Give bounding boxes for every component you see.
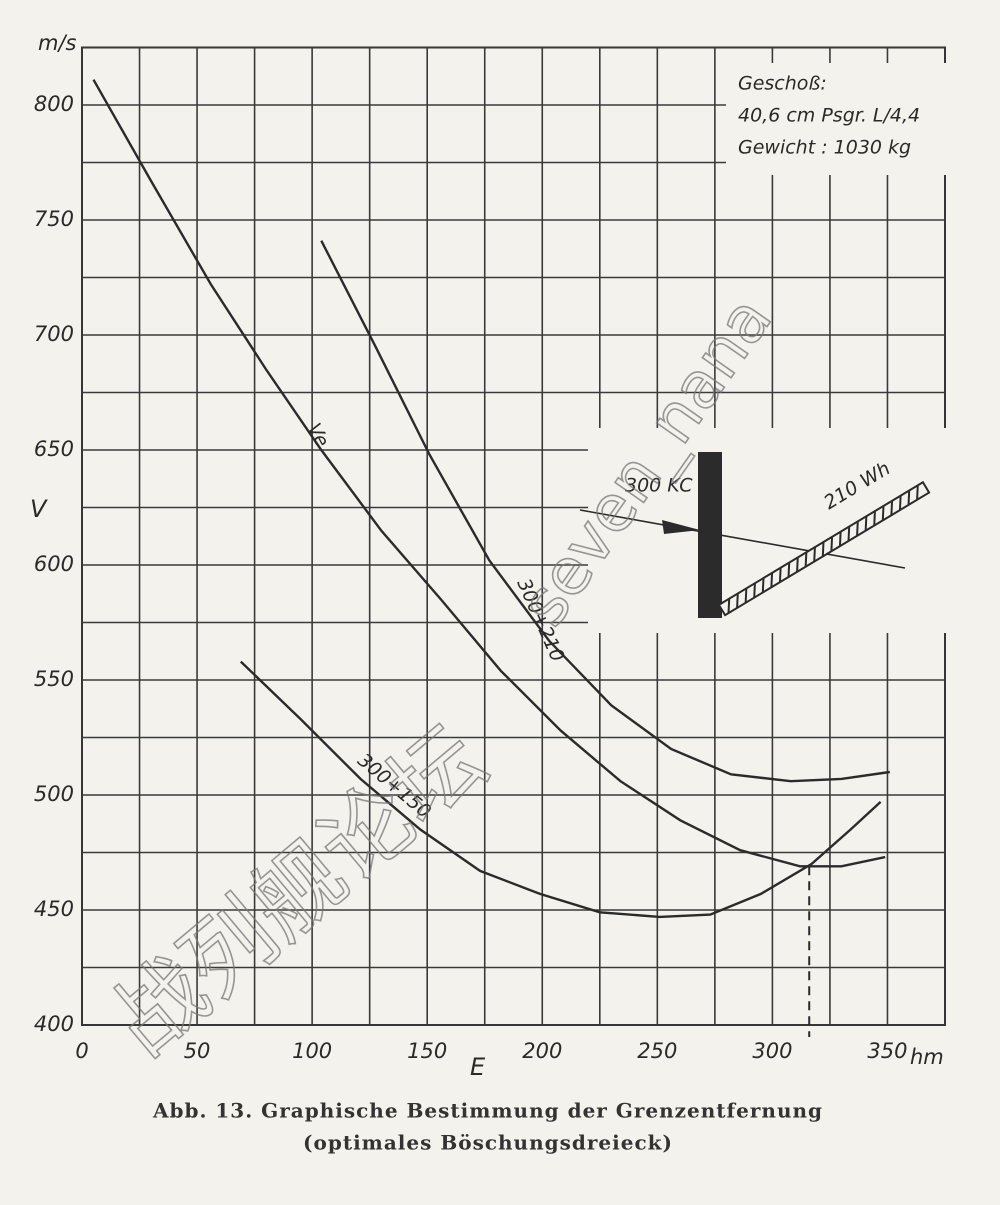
vertical-plate (698, 452, 722, 618)
watermark: 战列舰论坛 (93, 706, 505, 1076)
y-label: V (30, 495, 48, 523)
y-unit: m/s (38, 31, 77, 55)
caption: (optimales Böschungsdreieck) (303, 1131, 673, 1155)
inset-line (579, 509, 906, 569)
y-tick-label: 600 (34, 552, 74, 576)
series-line (320, 240, 890, 783)
hatch (727, 485, 919, 614)
x-tick-label: 0 (75, 1039, 88, 1063)
x-unit: hm (910, 1045, 944, 1069)
x-tick-label: 200 (522, 1039, 562, 1063)
series-line (92, 79, 886, 868)
x-tick-label: 300 (752, 1039, 792, 1063)
inset-bg (588, 428, 950, 633)
x-tick-label: 350 (867, 1039, 907, 1063)
y-tick-label: 700 (34, 322, 74, 346)
caption: Abb. 13. Graphische Bestimmung der Grenz… (152, 1099, 823, 1123)
inset: 300 KC 210 Wh (579, 428, 950, 633)
x-tick-label: 100 (292, 1039, 332, 1063)
info-text: Gewicht : 1030 kg (738, 137, 911, 159)
y-tick-label: 750 (34, 207, 74, 231)
x-label: E (470, 1053, 486, 1081)
x-tick-label: 250 (637, 1039, 677, 1063)
y-tick-label: 800 (34, 92, 74, 116)
y-tick-label: 400 (34, 1012, 74, 1036)
x-tick-label: 50 (184, 1039, 211, 1063)
y-tick-label: 650 (34, 437, 74, 461)
slanted-plate (717, 480, 931, 617)
info-text: Geschoß: (738, 73, 827, 95)
y-tick-label: 550 (34, 667, 74, 691)
y-tick-label: 500 (34, 782, 74, 806)
x-tick-label: 150 (407, 1039, 447, 1063)
y-tick-label: 450 (34, 897, 74, 921)
series-line (239, 660, 882, 919)
inset-label: 300 KC (625, 475, 693, 497)
series-label: Ve (303, 420, 333, 451)
arrow-head (662, 520, 700, 534)
info-box: Geschoß: 40,6 cm Psgr. L/4,4 Gewicht : 1… (726, 63, 954, 175)
info-text: 40,6 cm Psgr. L/4,4 (738, 105, 920, 127)
info-bg (726, 63, 954, 175)
